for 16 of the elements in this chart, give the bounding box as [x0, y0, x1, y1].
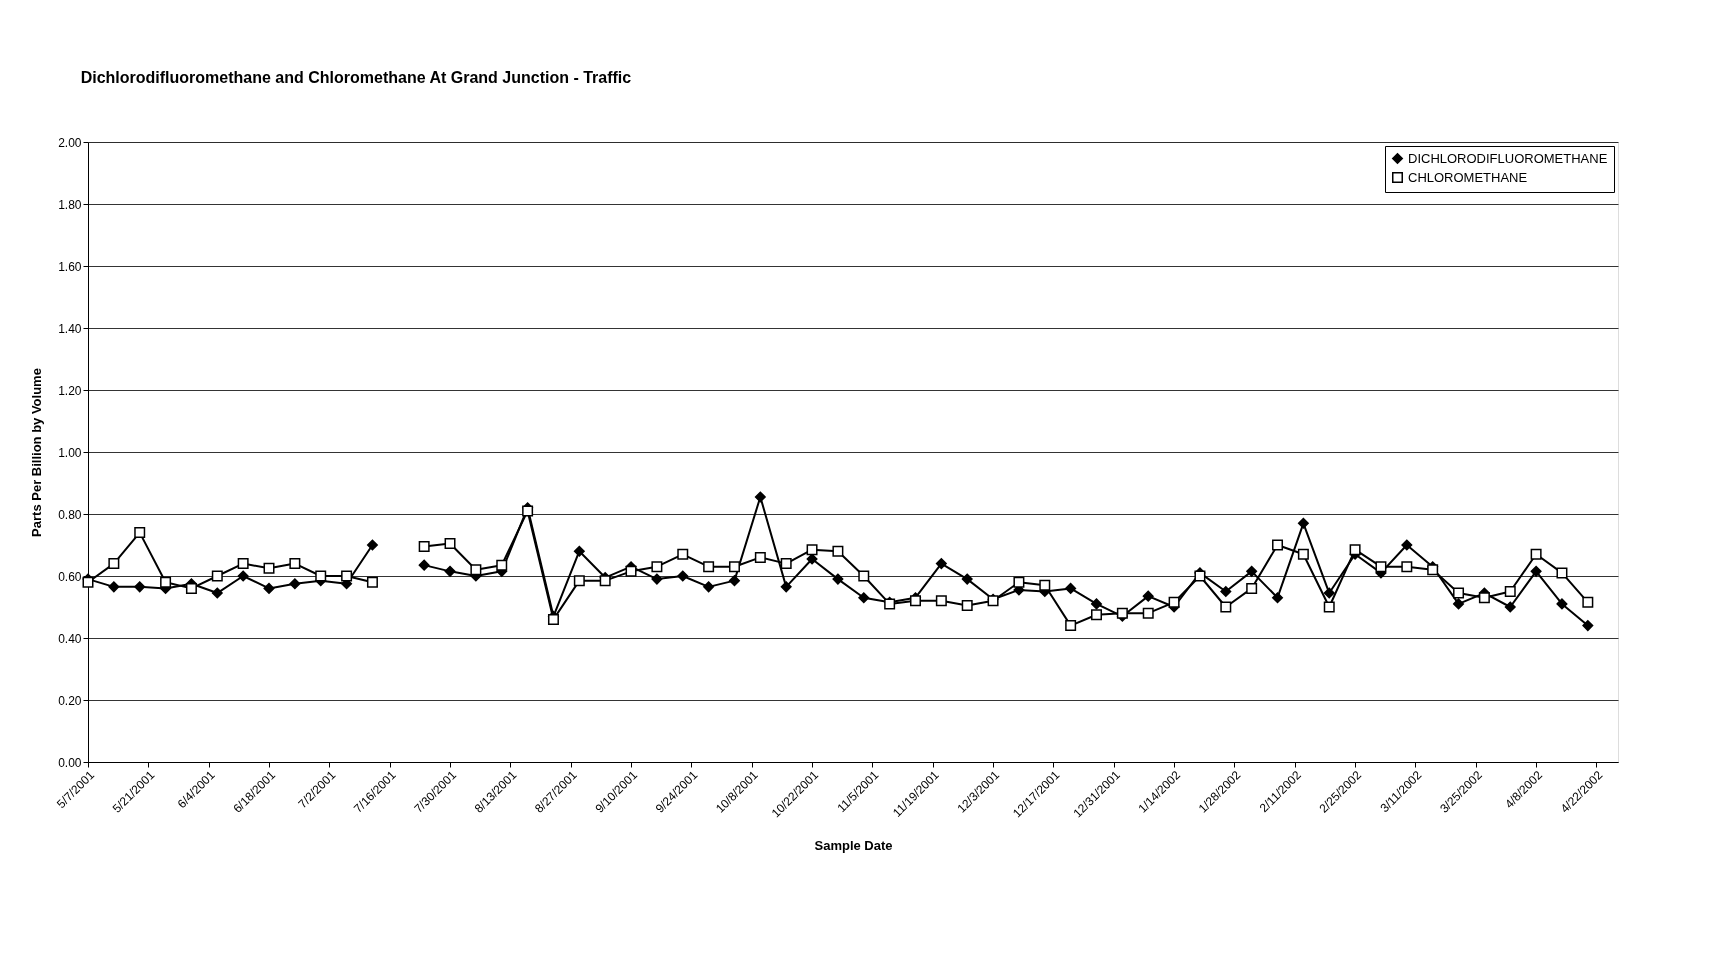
- y-tick-label: 1.40: [58, 321, 82, 336]
- y-tick-label: 0.00: [58, 755, 82, 770]
- y-tick-label: 1.00: [58, 445, 82, 460]
- y-tick-label: 0.80: [58, 507, 82, 522]
- y-tick-label: 2.00: [58, 135, 82, 150]
- y-axis-title: Parts Per Billion by Volume: [29, 368, 45, 537]
- x-axis-title: Sample Date: [814, 837, 893, 853]
- y-tick-label: 0.20: [58, 693, 82, 708]
- y-tick-label: 1.80: [58, 197, 82, 212]
- y-tick-label: 1.20: [58, 383, 82, 398]
- legend-label: DICHLORODIFLUOROMETHANE: [1408, 150, 1608, 166]
- y-tick-label: 0.40: [58, 631, 82, 646]
- y-tick-label: 1.60: [58, 259, 82, 274]
- legend-label: CHLOROMETHANE: [1408, 169, 1528, 185]
- chart-title: Dichlorodifluoromethane and Chloromethane At Grand Junction - Traffic: [80, 69, 632, 86]
- y-tick-label: 0.60: [58, 569, 82, 584]
